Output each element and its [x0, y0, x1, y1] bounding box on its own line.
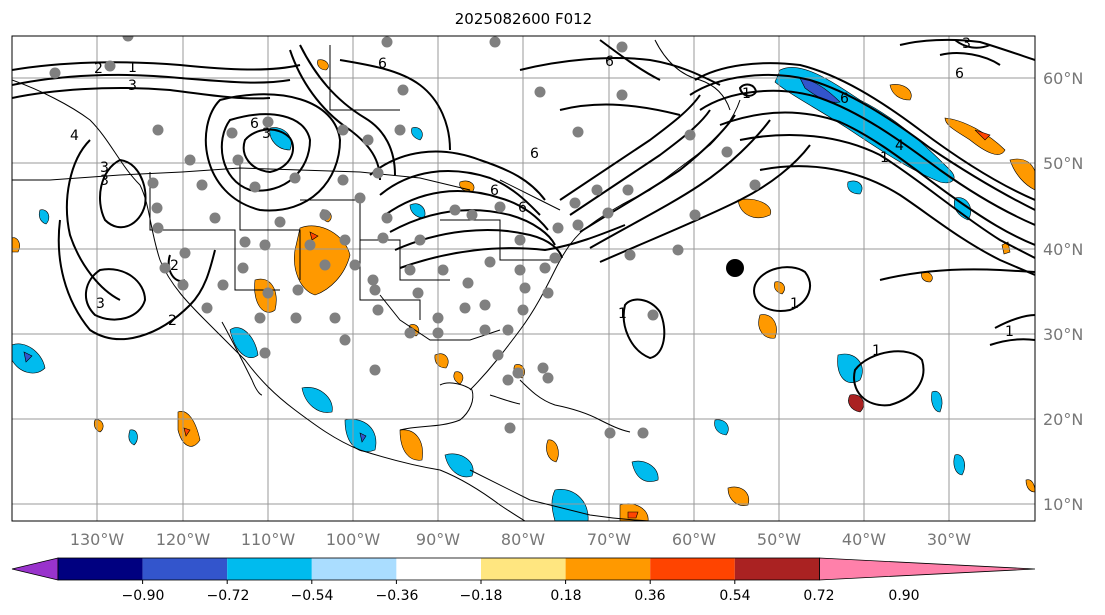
colorbar-tick-label: −0.36 [376, 588, 419, 604]
contour-label: 1 [790, 296, 799, 312]
contour-label: 6 [840, 91, 849, 107]
station-markers [49, 36, 761, 439]
contour-label: 3 [962, 36, 971, 52]
contour-label: 3 [100, 160, 109, 176]
colorbar-segment [227, 558, 312, 580]
colorbar-tick-label: −0.18 [460, 588, 503, 604]
colorbar-tick-labels: −0.90 −0.72 −0.54 −0.36 −0.18 0.18 0.36 … [122, 588, 920, 604]
latitude-labels: 60°N 50°N 40°N 30°N 20°N 10°N [1043, 69, 1083, 514]
lon-label: 50°W [757, 530, 801, 549]
colorbar-tick-label: −0.90 [122, 588, 165, 604]
contour-label: 1 [128, 60, 137, 76]
contour-label: 1 [1005, 324, 1014, 340]
colorbar-tick-label: −0.54 [291, 588, 334, 604]
colorbar-segment [734, 558, 820, 580]
lat-label: 30°N [1043, 325, 1083, 344]
colorbar-tick-label: 0.36 [634, 588, 665, 604]
contour-label: 6 [490, 183, 499, 199]
contour-label: 2 [170, 258, 179, 274]
contour-label: 1 [742, 86, 751, 102]
lon-label: 60°W [672, 530, 716, 549]
lat-label: 50°N [1043, 154, 1083, 173]
contour-label: 3 [100, 173, 109, 189]
colorbar-tick-label: 0.72 [803, 588, 834, 604]
contour-label: 4 [70, 128, 79, 144]
lon-label: 80°W [501, 530, 545, 549]
lon-label: 120°W [156, 530, 211, 549]
lat-label: 10°N [1043, 495, 1083, 514]
colorbar-tick-label: −0.72 [207, 588, 250, 604]
colorbar-extend-right [819, 557, 1036, 581]
contour-label: 1 [872, 343, 881, 359]
contour-label: 3 [128, 78, 137, 94]
contour-label: 1 [880, 150, 889, 166]
colorbar-segment [396, 558, 481, 580]
lon-label: 130°W [70, 530, 125, 549]
map-frame [11, 35, 1036, 522]
contour-label: 1 [618, 306, 627, 322]
colorbar-tick-label: 0.18 [550, 588, 581, 604]
contour-label: 4 [895, 138, 904, 154]
lon-label: 40°W [842, 530, 886, 549]
storm-center-marker [726, 259, 744, 277]
colorbar-outline [57, 557, 820, 581]
lat-label: 60°N [1043, 69, 1083, 88]
contour-labels: 6 6 3 6 2 1 3 1 3 6 2 3 1 6 6 4 4 3 1 1 … [70, 36, 1014, 359]
lon-label: 90°W [416, 530, 460, 549]
lat-label: 40°N [1043, 240, 1083, 259]
colorbar [11, 557, 1036, 584]
contour-label: 6 [378, 56, 387, 72]
lon-label: 110°W [241, 530, 296, 549]
lat-label: 20°N [1043, 410, 1083, 429]
contours [12, 38, 1035, 407]
colorbar-segment [650, 558, 735, 580]
map-title: 2025082600 F012 [454, 10, 593, 28]
contour-label: 6 [605, 54, 614, 70]
colorbar-segment [311, 558, 397, 580]
contour-label: 6 [518, 200, 527, 216]
graticule [12, 36, 1035, 521]
contour-label: 3 [262, 126, 271, 142]
colorbar-segment [481, 558, 566, 580]
contour-label: 2 [94, 61, 103, 77]
contour-label: 2 [168, 313, 177, 329]
contour-label: 6 [250, 116, 259, 132]
lon-label: 70°W [587, 530, 631, 549]
colorbar-segment [565, 558, 651, 580]
lon-label: 100°W [326, 530, 381, 549]
colorbar-segment [58, 558, 143, 580]
colorbar-segment [142, 558, 228, 580]
lon-label: 30°W [927, 530, 971, 549]
colorbar-extend-left [11, 557, 59, 581]
contour-label: 6 [955, 66, 964, 82]
map-area: 6 6 3 6 2 1 3 1 3 6 2 3 1 6 6 4 4 3 1 1 … [12, 36, 1035, 521]
colorbar-tick-label: 0.90 [888, 588, 919, 604]
contour-label: 6 [530, 146, 539, 162]
longitude-labels: 130°W 120°W 110°W 100°W 90°W 80°W 70°W 6… [70, 530, 971, 549]
contour-label: 3 [96, 296, 105, 312]
colorbar-tick-label: 0.54 [719, 588, 750, 604]
